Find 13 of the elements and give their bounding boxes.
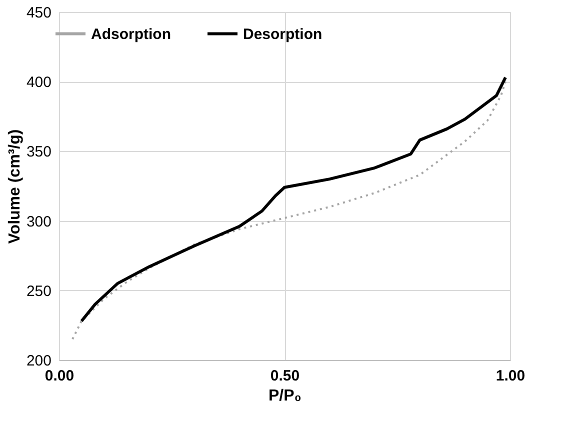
y-tick-label: 250 [26,282,52,300]
y-axis-title: Volume (cm³/g) [6,129,24,244]
legend-label: Adsorption [91,26,171,43]
x-tick-label: 1.00 [496,368,526,384]
legend-label: Desorption [243,26,322,43]
y-tick-label: 400 [26,74,52,92]
y-tick-label: 200 [26,352,52,370]
x-axis-title: P/P₀ [268,388,302,404]
y-tick-label: 350 [26,144,52,161]
y-tick-label: 300 [26,213,52,230]
y-tick-label: 450 [26,4,52,22]
x-tick-label: 0.00 [44,368,74,384]
x-tick-label: 0.50 [270,368,300,384]
